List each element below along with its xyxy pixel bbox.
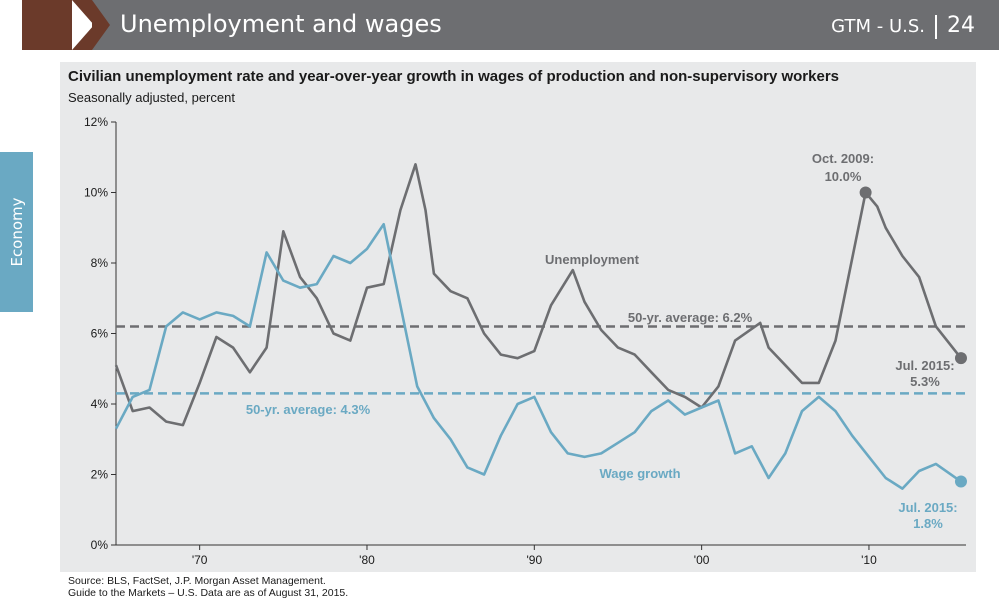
x-tick-label: '00 [694,553,710,567]
header-meta: GTM - U.S. 24 [831,13,975,39]
header-divider [935,15,937,39]
y-tick-label: 8% [91,256,109,270]
side-tab-economy[interactable]: Economy [0,152,33,312]
annotation-date: Oct. 2009: [812,151,874,166]
section-label: GTM - U.S. [831,16,925,37]
header-chevron [72,0,94,50]
footer-source-line: Source: BLS, FactSet, J.P. Morgan Asset … [68,575,326,587]
y-tick-label: 6% [91,327,109,341]
annotation-date: Jul. 2015: [895,358,954,373]
series-line-wage-growth [114,222,962,490]
x-tick-label: '90 [526,553,542,567]
chart-title: Civilian unemployment rate and year-over… [68,68,839,85]
series-line-unemployment [114,163,963,427]
y-tick-label: 2% [91,468,109,482]
chart-panel [60,62,976,572]
page-title: Unemployment and wages [120,10,442,38]
header-chevron-inner [92,0,110,50]
average-label-wage: 50-yr. average: 4.3% [246,402,371,417]
y-tick-label: 0% [91,538,109,552]
x-tick-label: '10 [861,553,877,567]
y-tick-label: 4% [91,397,109,411]
y-tick-label: 10% [84,186,108,200]
data-point-marker [859,186,872,199]
data-point-marker [954,352,967,365]
page-number: 24 [947,13,975,38]
y-tick-label: 12% [84,115,108,129]
chart-axes: 0% 2% 4% 6% 8% 10% 12% '70 '80 '90 '00 '10 [84,115,966,567]
x-tick-label: '80 [359,553,375,567]
average-lines [116,325,966,395]
footer-guide-line: Guide to the Markets – U.S. Data are as … [68,587,349,599]
x-tick-label: '70 [192,553,208,567]
annotation-value: 5.3% [910,374,940,389]
series-label-unemployment: Unemployment [545,252,640,267]
footer-source: Source: BLS, FactSet, J.P. Morgan Asset … [68,575,348,599]
annotation-date: Jul. 2015: [898,500,957,515]
chart-subtitle: Seasonally adjusted, percent [68,90,235,105]
annotation-value: 1.8% [913,516,943,531]
header-bar [92,0,999,50]
series-label-wage-growth: Wage growth [599,466,680,481]
chart-labels: Unemployment Wage growth 50-yr. average: 6… [246,151,958,531]
data-point-marker [954,475,967,488]
annotation-value: 10.0% [825,169,862,184]
average-label-unemployment: 50-yr. average: 6.2% [628,310,753,325]
series-lines [114,163,967,490]
